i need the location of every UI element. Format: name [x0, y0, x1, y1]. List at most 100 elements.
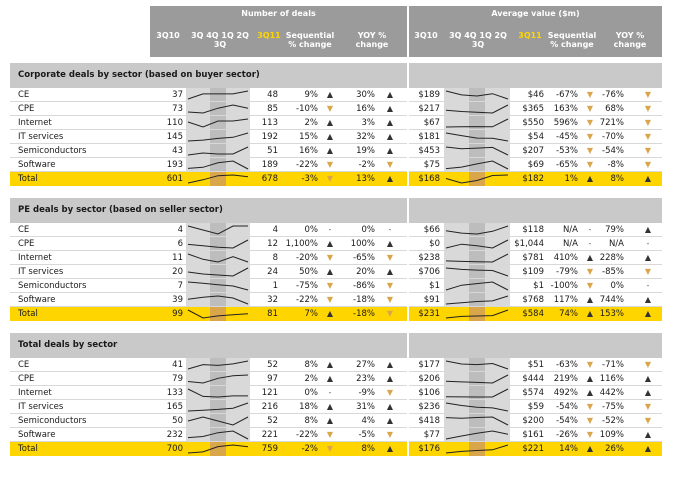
deals-seq-arrow-icon: ▲: [326, 267, 334, 276]
deals-prev-value: 43: [172, 146, 183, 156]
value-prev: $453: [418, 146, 440, 156]
value-seq-arrow-icon: ▼: [586, 360, 594, 369]
deals-sparkline: [187, 309, 249, 319]
row-separator-value: [409, 441, 662, 442]
deals-sparkline: [187, 239, 249, 249]
deals-sparkline: [187, 146, 249, 156]
deals-prev-value: 6: [177, 239, 183, 249]
value-yoy-arrow-icon: ▼: [644, 104, 652, 113]
value-seq-arrow-icon: ▼: [586, 416, 594, 425]
deals-sparkline: [187, 402, 249, 412]
value-sparkline: [445, 281, 509, 291]
deals-sparkline: [187, 444, 249, 454]
value-prev: $75: [423, 160, 440, 170]
deals-seq-change: 0%: [304, 225, 319, 235]
row-label: IT services: [18, 267, 64, 277]
deals-yoy-change: -5%: [358, 430, 375, 440]
row-separator: [10, 371, 407, 372]
header-bar-value: [409, 6, 662, 57]
deals-seq-arrow-icon: ▼: [326, 104, 334, 113]
value-seq-arrow-icon: ▼: [586, 281, 594, 290]
total-spark-q-value: [469, 172, 485, 186]
row-separator: [10, 278, 407, 279]
row-separator: [10, 264, 407, 265]
deals-yoy-change: 30%: [356, 90, 375, 100]
value-sparkline: [445, 444, 509, 454]
value-seq-change: -54%: [556, 402, 578, 412]
value-seq-arrow-icon: ▼: [586, 430, 594, 439]
row-separator: [10, 292, 407, 293]
value-sparkline-line: [445, 90, 509, 100]
deals-sparkline-line: [187, 146, 249, 156]
row-separator-value: [409, 385, 662, 386]
row-label: Semiconductors: [18, 146, 87, 156]
deals-seq-change: 18%: [299, 402, 318, 412]
deals-sparkline-line: [187, 295, 249, 305]
value-curr: $781: [522, 253, 544, 263]
deals-yoy-arrow-icon: ▲: [386, 360, 394, 369]
row-label: CE: [18, 90, 30, 100]
deals-seq-change: -22%: [296, 430, 318, 440]
value-yoy-arrow-icon: ▼: [644, 146, 652, 155]
deals-sparkline-line: [187, 104, 249, 114]
deals-sparkline: [187, 388, 248, 398]
header-bar-deals: [150, 6, 407, 57]
value-sparkline: [445, 416, 509, 426]
deals-sparkline: [187, 281, 249, 291]
value-yoy-arrow-icon: ▼: [644, 416, 652, 425]
value-yoy-arrow-icon: -: [646, 239, 650, 248]
value-yoy-arrow-icon: ▼: [644, 160, 652, 169]
value-seq-arrow-icon: ▲: [586, 295, 594, 304]
section-header-bg-value: [409, 63, 662, 88]
deals-prev-value: 73: [172, 104, 183, 114]
row-separator-value: [409, 236, 662, 237]
value-yoy-change: -8%: [607, 160, 624, 170]
row-label: Total: [18, 309, 38, 319]
value-prev: $238: [418, 253, 440, 263]
value-seq-change: -79%: [556, 267, 578, 277]
row-separator-value: [409, 399, 662, 400]
col-yoy-deals: YOY % change: [355, 31, 389, 49]
value-sparkline: [445, 239, 509, 249]
value-seq-arrow-icon: ▲: [586, 444, 594, 453]
deals-yoy-change: 20%: [356, 267, 375, 277]
value-sparkline-line: [445, 402, 509, 412]
row-separator-value: [409, 157, 662, 158]
deals-sparkline-line: [187, 374, 249, 384]
deals-seq-change: 8%: [304, 360, 319, 370]
value-sparkline: [445, 295, 509, 305]
value-prev: $0: [429, 239, 440, 249]
section-header-bg: [10, 333, 407, 358]
section-divider: [407, 63, 409, 186]
deals-sparkline-line: [187, 132, 249, 142]
row-separator: [10, 250, 407, 251]
value-sparkline: [445, 402, 509, 412]
value-seq-arrow-icon: -: [588, 239, 592, 248]
value-seq-change: -67%: [556, 90, 578, 100]
row-separator: [10, 157, 407, 158]
deals-sparkline: [187, 360, 249, 370]
deals-curr-value: 12: [267, 239, 278, 249]
col-spark-value: 3Q 4Q 1Q 2Q 3Q: [449, 31, 507, 49]
deals-yoy-arrow-icon: ▼: [386, 253, 394, 262]
col-curr-deals: 3Q11: [257, 31, 281, 40]
value-seq-change: -53%: [556, 146, 578, 156]
value-curr: $200: [522, 416, 544, 426]
value-yoy-change: 442%: [599, 388, 624, 398]
deals-prev-value: 700: [166, 444, 183, 454]
value-sparkline-line: [445, 160, 509, 170]
value-sparkline-line: [445, 239, 509, 249]
value-prev: $231: [418, 309, 440, 319]
value-curr: $161: [522, 430, 544, 440]
deals-prev-value: 193: [166, 160, 183, 170]
deals-seq-arrow-icon: -: [328, 388, 332, 397]
deals-yoy-arrow-icon: ▲: [386, 402, 394, 411]
col-seq-deals: Sequential % change: [285, 31, 335, 49]
value-yoy-arrow-icon: ▲: [644, 388, 652, 397]
value-sparkline-line: [445, 267, 509, 277]
value-seq-change: N/A: [562, 225, 578, 235]
value-sparkline-line: [445, 225, 509, 235]
deals-seq-change: 15%: [299, 132, 318, 142]
deals-seq-change: 2%: [304, 118, 319, 128]
deals-seq-arrow-icon: -: [328, 225, 332, 234]
